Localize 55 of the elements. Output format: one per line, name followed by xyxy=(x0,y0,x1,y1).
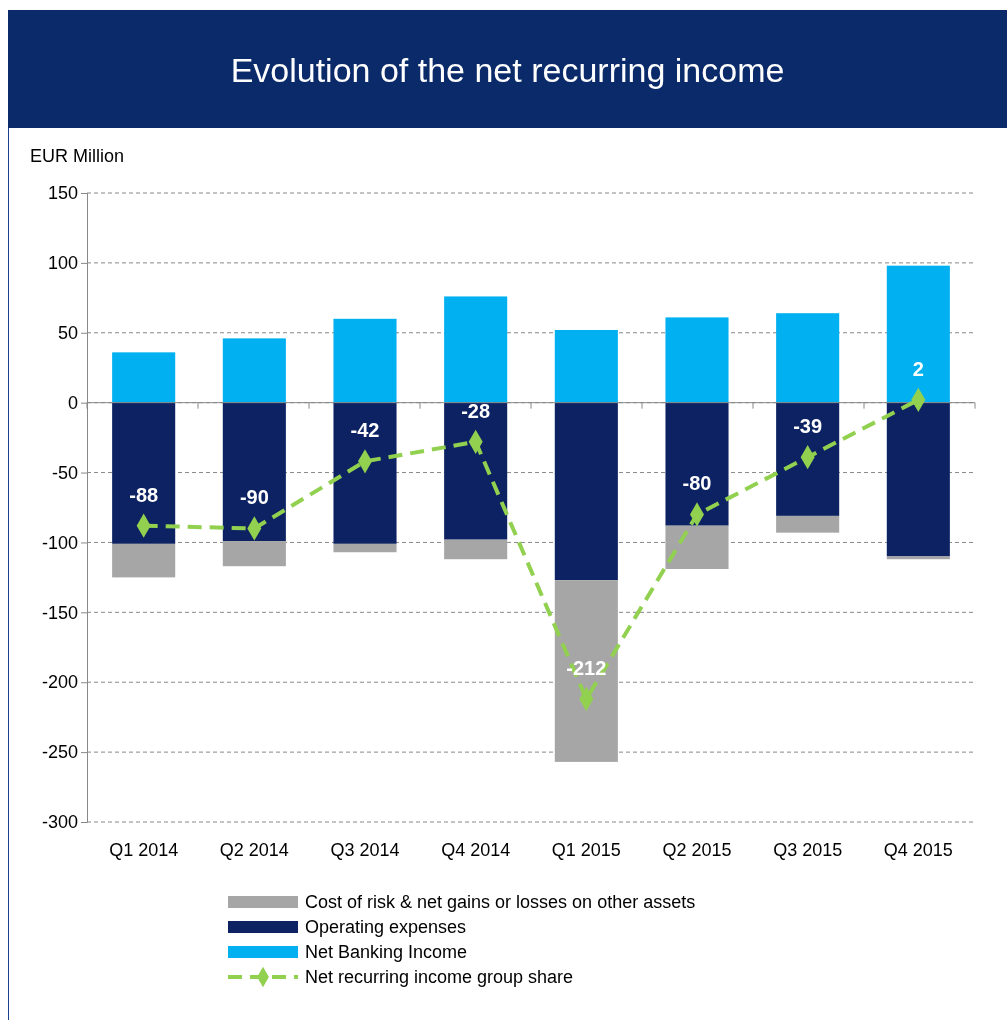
bar xyxy=(776,515,840,533)
y-tick-label: -250 xyxy=(41,742,78,763)
x-tick-label: Q3 2015 xyxy=(773,840,843,860)
y-tick-label: -300 xyxy=(41,812,78,833)
bar xyxy=(886,265,950,403)
bar xyxy=(222,541,286,567)
bar xyxy=(222,338,286,403)
bar xyxy=(112,352,176,403)
x-tick-label: Q2 2015 xyxy=(662,840,732,860)
y-tick-label: -100 xyxy=(41,532,78,553)
legend-label: Net Banking Income xyxy=(305,942,468,962)
data-label: -80 xyxy=(682,472,712,495)
bar xyxy=(112,402,176,544)
x-tick-label: Q1 2014 xyxy=(109,840,179,860)
data-label: -28 xyxy=(461,399,491,422)
y-tick-label: 150 xyxy=(47,183,78,204)
legend-label: Net recurring income group share xyxy=(305,967,574,987)
bar xyxy=(112,543,176,578)
y-tick-label: -200 xyxy=(41,672,78,693)
bar xyxy=(776,313,840,403)
legend-label: Operating expenses xyxy=(305,917,467,937)
bar xyxy=(776,402,840,516)
y-tick-label: -150 xyxy=(41,602,78,623)
x-tick-label: Q2 2014 xyxy=(219,840,289,860)
bar xyxy=(886,402,950,557)
legend-label: Cost of risk & net gains or losses on other assets xyxy=(305,892,696,912)
bar xyxy=(554,329,618,403)
bar xyxy=(444,402,508,540)
y-tick-label: -50 xyxy=(51,462,78,483)
bar xyxy=(665,317,729,403)
x-tick-label: Q4 2015 xyxy=(883,840,953,860)
bar xyxy=(333,543,397,553)
bar xyxy=(333,402,397,544)
bar xyxy=(444,539,508,560)
bar xyxy=(665,402,729,526)
y-tick-label: 100 xyxy=(47,253,78,274)
bar xyxy=(222,402,286,542)
data-label: -39 xyxy=(793,415,823,438)
bar xyxy=(554,402,618,581)
bar xyxy=(886,556,950,560)
data-label: -42 xyxy=(350,419,380,442)
x-tick-label: Q1 2015 xyxy=(551,840,621,860)
data-label: -88 xyxy=(129,483,159,506)
bar xyxy=(554,580,618,762)
data-label: -90 xyxy=(239,486,269,509)
y-tick-label: 0 xyxy=(67,392,78,413)
data-label: 2 xyxy=(912,357,924,380)
bar xyxy=(665,525,729,569)
chart-title: Evolution of the net recurring income xyxy=(230,51,785,89)
bar xyxy=(444,296,508,403)
y-tick-label: 50 xyxy=(57,323,78,344)
x-tick-label: Q3 2014 xyxy=(330,840,400,860)
bar xyxy=(333,318,397,403)
x-tick-label: Q4 2014 xyxy=(441,840,511,860)
y-axis-title: EUR Million xyxy=(30,146,125,166)
